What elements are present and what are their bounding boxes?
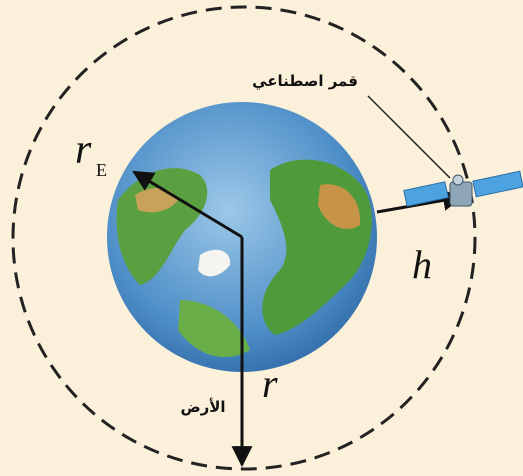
earth-radius-subscript: E	[96, 160, 107, 180]
satellite-label: قمر اصطناعي	[252, 72, 358, 90]
earth-label: الأرض	[180, 398, 225, 416]
earth-radius-label: r	[75, 127, 92, 173]
orbit-radius-label: r	[262, 361, 278, 406]
satellite-leader	[367, 95, 451, 179]
orbit	[11, 5, 477, 471]
earth-radius-arrow	[132, 170, 243, 239]
altitude-arrow	[376, 189, 465, 214]
altitude-label: h	[412, 242, 432, 287]
satellite-icon	[403, 170, 523, 207]
